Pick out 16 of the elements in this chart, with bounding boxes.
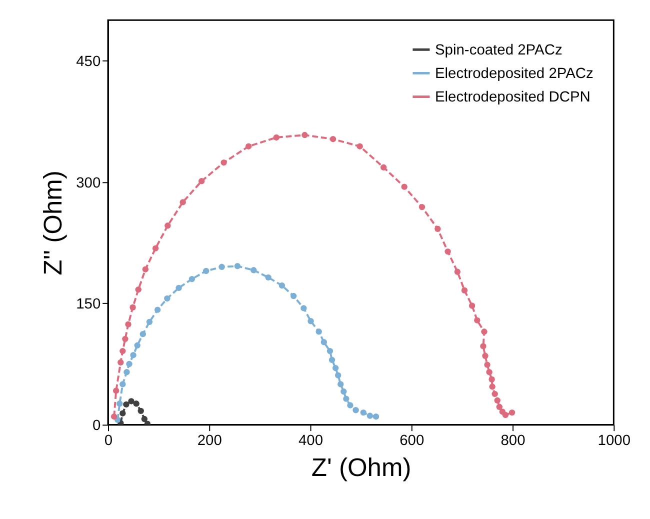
- x-tick-label: 200: [197, 432, 222, 449]
- x-tick-label: 800: [500, 432, 526, 449]
- x-tick-label: 0: [104, 432, 113, 449]
- y-tick-label: 450: [76, 54, 101, 70]
- x-tick-label: 1000: [598, 432, 631, 449]
- legend-label: Electrodeposited DCPN: [434, 90, 590, 106]
- x-tick-label: 600: [400, 432, 424, 449]
- point: [508, 409, 516, 416]
- x-axis-title: Z' (Ohm): [311, 454, 412, 482]
- y-axis-title: Z'' (Ohm): [39, 170, 68, 276]
- legend-label: Spin-coated 2PACz: [434, 42, 562, 59]
- legend-label: Electrodeposited 2PACz: [434, 66, 594, 82]
- y-tick-label: 0: [92, 418, 101, 434]
- y-tick-label: 300: [76, 175, 101, 192]
- y-tick-label: 150: [76, 296, 101, 313]
- x-tick-label: 400: [298, 432, 324, 449]
